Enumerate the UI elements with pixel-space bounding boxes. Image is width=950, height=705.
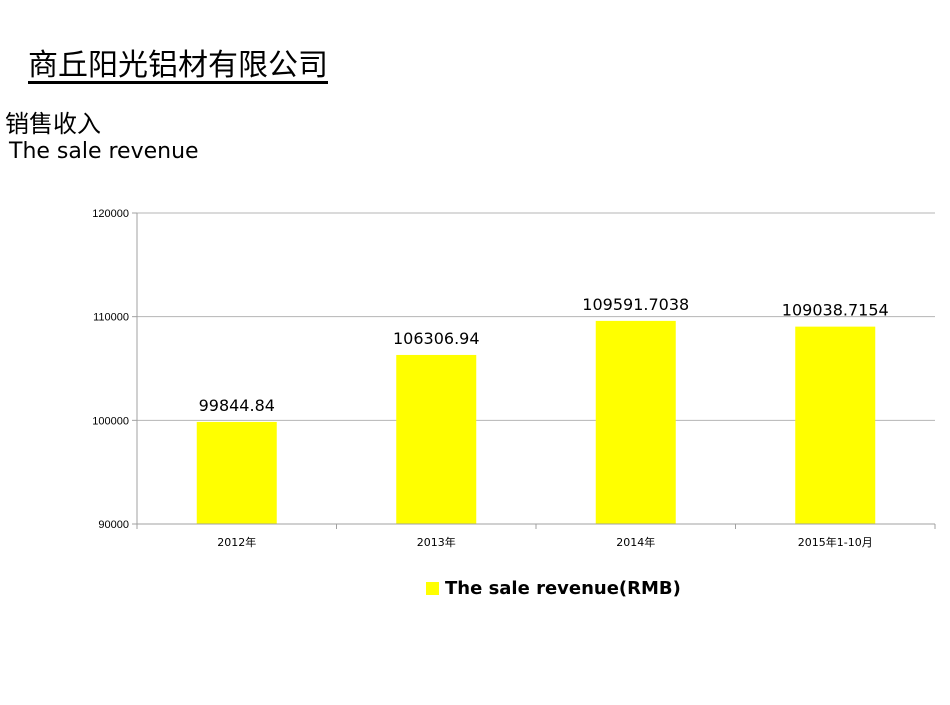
legend-label: The sale revenue(RMB) — [445, 578, 681, 599]
y-tick-label: 110000 — [93, 312, 129, 324]
bar — [795, 326, 876, 524]
x-tick-label: 2014年 — [616, 535, 655, 549]
bar — [595, 320, 676, 524]
bar — [196, 421, 277, 524]
bar — [396, 354, 477, 524]
data-label: 106306.94 — [393, 329, 480, 348]
legend: The sale revenue(RMB) — [426, 578, 681, 599]
data-label: 109591.7038 — [582, 295, 689, 314]
x-tick-label: 2012年 — [217, 535, 256, 549]
legend-swatch — [426, 582, 439, 595]
x-tick-label: 2015年1-10月 — [798, 535, 873, 549]
axes — [132, 212, 936, 529]
subtitle-chinese: 销售收入 — [5, 110, 101, 138]
labels: 90000 100000 110000 120000 99844.84 2012年 1063… — [92, 208, 888, 549]
y-tick-label: 120000 — [92, 208, 129, 220]
y-tick-label: 90000 — [98, 519, 129, 531]
subtitle-english: The sale revenue — [9, 139, 199, 164]
data-label: 99844.84 — [199, 396, 275, 415]
company-title: 商丘阳光铝材有限公司 — [28, 48, 328, 83]
data-label: 109038.7154 — [782, 301, 889, 320]
y-tick-label: 100000 — [92, 415, 129, 427]
x-tick-label: 2013年 — [417, 535, 456, 549]
bars — [196, 320, 876, 524]
